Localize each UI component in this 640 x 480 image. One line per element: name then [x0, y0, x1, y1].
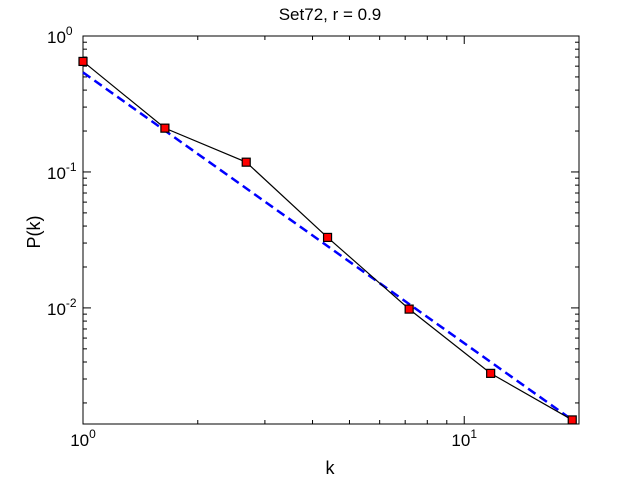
data-point-marker [241, 157, 251, 167]
x-tick-label: 100 [70, 427, 96, 450]
y-axis-label: P(k) [24, 216, 44, 249]
axes-box [82, 35, 580, 425]
y-tick-label: 10-2 [47, 296, 77, 319]
data-point-marker [567, 415, 577, 425]
data-point-marker [160, 123, 170, 133]
data-point-marker [322, 232, 333, 243]
plot-area: 100 101 100 10-1 10-2 [47, 24, 580, 450]
chart-title: Set72, r = 0.9 [279, 5, 382, 24]
x-axis-label: k [326, 458, 336, 478]
data-point-marker [404, 304, 414, 314]
data-point-marker [486, 368, 496, 378]
data-point-marker [78, 56, 88, 67]
x-tick-label: 101 [451, 427, 477, 450]
y-tick-label: 100 [47, 24, 73, 47]
y-tick-label: 10-1 [47, 160, 77, 183]
